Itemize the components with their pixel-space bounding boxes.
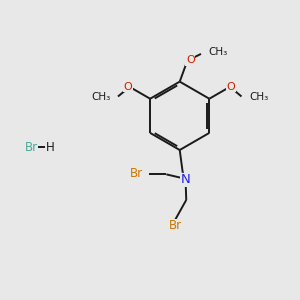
- Text: O: O: [227, 82, 236, 92]
- Text: Br: Br: [168, 219, 182, 232]
- Text: O: O: [186, 55, 195, 65]
- Text: O: O: [124, 82, 133, 92]
- Text: CH₃: CH₃: [249, 92, 268, 101]
- Text: CH₃: CH₃: [208, 46, 228, 56]
- Text: H: H: [46, 140, 55, 154]
- Text: N: N: [181, 173, 190, 186]
- Text: CH₃: CH₃: [91, 92, 110, 101]
- Text: Br: Br: [130, 167, 143, 180]
- Text: Br: Br: [25, 140, 38, 154]
